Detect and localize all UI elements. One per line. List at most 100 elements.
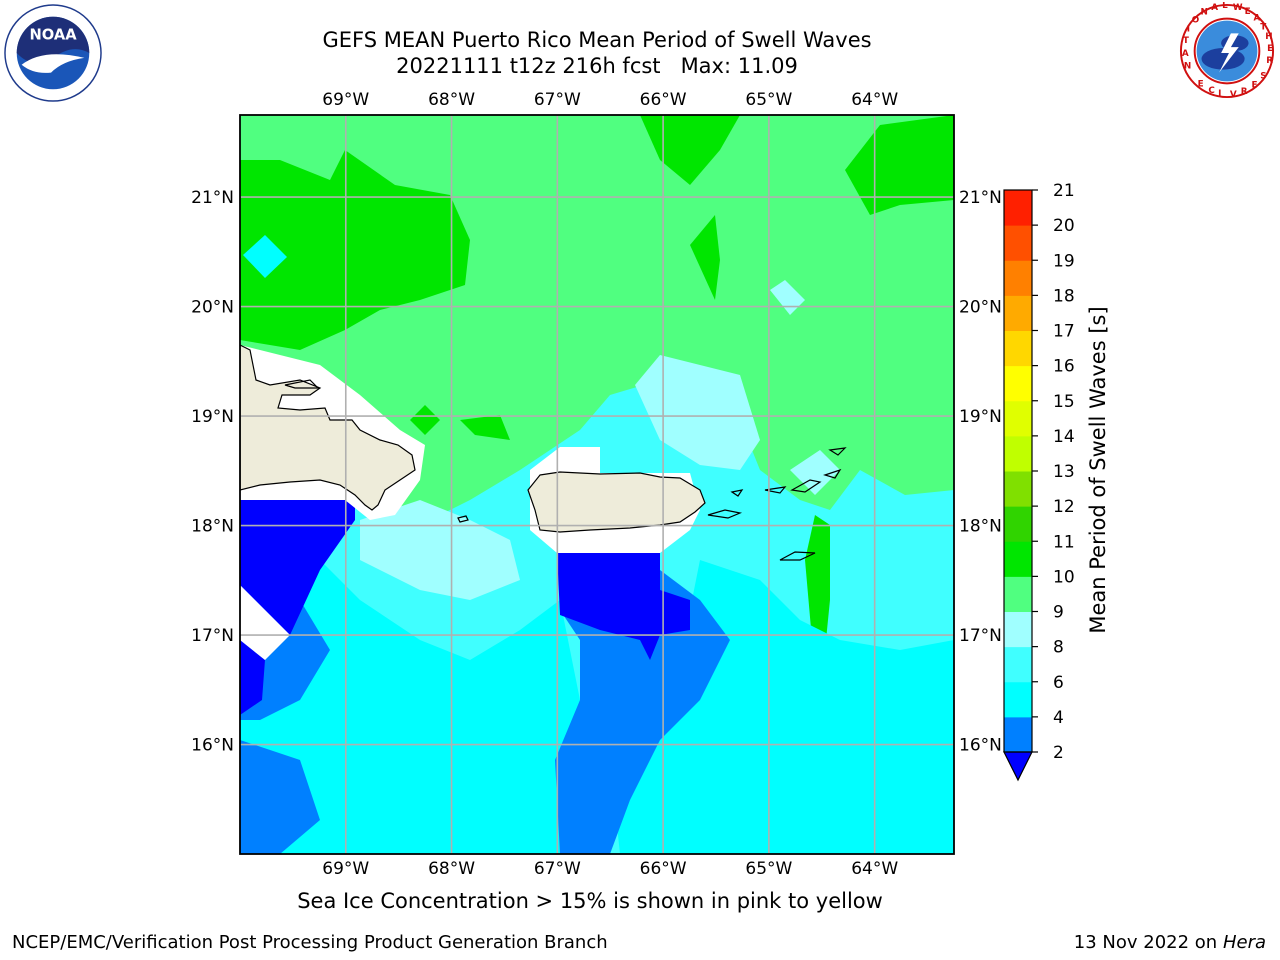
lon-label-bottom: 64°W	[851, 859, 898, 879]
field-10-11-northeast	[845, 115, 954, 215]
svg-text:C: C	[1208, 86, 1214, 96]
noaa-logo-text: NOAA	[29, 26, 77, 43]
lat-label-left: 20°N	[191, 298, 234, 318]
lat-label-right: 16°N	[959, 736, 1002, 756]
footer-date-text: 13 Nov 2022 on	[1073, 932, 1218, 953]
lon-label-bottom: 69°W	[322, 859, 369, 879]
land-mona	[457, 515, 469, 523]
colorbar-segment	[1004, 681, 1032, 718]
svg-text:A: A	[1211, 3, 1218, 13]
lat-label-left: 19°N	[191, 407, 234, 427]
lat-label-left: 16°N	[191, 736, 234, 756]
colorbar-tick-label: 19	[1053, 251, 1075, 271]
axis-labels: 69°W 69°W 68°W 68°W 67°W 67°W 66°W 66°W 65°W 65°W…	[191, 90, 1002, 879]
field-10-11-northwest	[240, 150, 470, 350]
lat-label-right: 21°N	[959, 188, 1002, 208]
colorbar-segment	[1004, 471, 1032, 507]
footer-date: 13 Nov 2022 on Hera	[1074, 932, 1266, 953]
lon-label-top: 69°W	[322, 90, 369, 110]
lon-label-top: 64°W	[851, 90, 898, 110]
lat-label-left: 21°N	[191, 188, 234, 208]
svg-text:L: L	[1222, 2, 1228, 11]
land-vieques	[707, 509, 743, 519]
colorbar-tick-label: 14	[1053, 427, 1075, 447]
colorbar-tick-label: 20	[1053, 216, 1075, 236]
lon-label-bottom: 65°W	[745, 859, 792, 879]
field-10-11-north-center	[640, 115, 740, 185]
svg-text:R: R	[1266, 56, 1273, 66]
colorbar-tick-label: 9	[1053, 603, 1064, 623]
noaa-logo: NOAA	[4, 4, 102, 102]
colorbar-tick-label: 11	[1053, 532, 1075, 552]
colorbar-label: Mean Period of Swell Waves [s]	[1086, 306, 1110, 634]
svg-text:A: A	[1182, 49, 1189, 59]
svg-text:A: A	[1253, 14, 1260, 24]
colorbar-tick-label: 16	[1053, 357, 1075, 377]
map-frame	[239, 114, 955, 855]
svg-text:T: T	[1183, 36, 1189, 46]
lat-label-right: 17°N	[959, 626, 1002, 646]
sea-ice-note: Sea Ice Concentration > 15% is shown in …	[297, 889, 883, 913]
field-4-6-west	[240, 540, 580, 854]
colorbar-tick-label: 15	[1053, 392, 1075, 412]
field-8-9-island	[790, 450, 840, 495]
svg-text:N: N	[1184, 62, 1191, 72]
colorbar-segment	[1004, 646, 1032, 683]
colorbar-tick-label: 13	[1053, 462, 1075, 482]
colorbar-tick-label: 4	[1053, 708, 1064, 728]
colorbar-tick-label: 8	[1053, 638, 1064, 658]
colorbar-tick-label: 10	[1053, 567, 1075, 587]
gridlines	[240, 115, 954, 854]
lon-label-bottom: 67°W	[534, 859, 581, 879]
land-small-island	[284, 379, 320, 389]
lat-label-left: 18°N	[191, 517, 234, 537]
land-st-croix	[779, 551, 816, 561]
footer-branch: NCEP/EMC/Verification Post Processing Pr…	[12, 932, 608, 953]
lon-label-top: 65°W	[745, 90, 792, 110]
colorbar-segment	[1004, 190, 1032, 226]
footer-host: Hera	[1222, 932, 1266, 953]
lon-label-top: 68°W	[428, 90, 475, 110]
svg-text:W: W	[1233, 3, 1243, 13]
colorbar-segment	[1004, 330, 1032, 367]
lon-label-top: 66°W	[640, 90, 687, 110]
colorbar-segment	[1004, 295, 1032, 331]
svg-text:E: E	[1252, 80, 1258, 90]
colorbar-segment	[1004, 225, 1032, 261]
colorbar-segment	[1004, 260, 1032, 296]
svg-text:E: E	[1198, 79, 1204, 89]
colorbar-tick-label: 6	[1053, 673, 1064, 693]
colorbar-segment	[1004, 365, 1032, 402]
field-8-9-nw-spot	[243, 235, 287, 278]
field-8-9-east	[635, 355, 760, 470]
svg-text:V: V	[1230, 90, 1237, 100]
svg-text:E: E	[1245, 7, 1251, 17]
title-line-2: 20221111 t12z 216h fcst Max: 11.09	[396, 54, 798, 78]
land-virgin-islands	[730, 447, 847, 497]
colorbar-tick-label: 18	[1053, 286, 1075, 306]
mask-sw	[240, 585, 290, 660]
colorbar-segment	[1004, 576, 1032, 612]
svg-text:O: O	[1192, 16, 1200, 26]
svg-text:H: H	[1265, 32, 1272, 42]
colorbar: 2 4 6 8 9 10 11 12 13 14 15 16 17 18 19 20 21	[1003, 181, 1075, 782]
lat-label-right: 18°N	[959, 517, 1002, 537]
field-10-11-pr-north	[410, 405, 510, 440]
svg-text:N: N	[1201, 8, 1208, 18]
lon-label-bottom: 66°W	[640, 859, 687, 879]
colorbar-tick-label: 21	[1053, 181, 1075, 201]
svg-text:E: E	[1267, 44, 1273, 54]
colorbar-segment	[1004, 400, 1032, 437]
lat-label-right: 20°N	[959, 298, 1002, 318]
colorbar-tick-label: 12	[1053, 497, 1075, 517]
chart-title: GEFS MEAN Puerto Rico Mean Period of Swe…	[240, 27, 954, 79]
colorbar-segment	[1004, 611, 1032, 648]
colorbar-segment	[1004, 506, 1032, 542]
colorbar-extend-arrow	[1003, 751, 1033, 782]
svg-text:I: I	[1187, 24, 1190, 34]
svg-text:T: T	[1260, 22, 1266, 32]
lon-label-bottom: 68°W	[428, 859, 475, 879]
svg-text:S: S	[1260, 71, 1266, 81]
